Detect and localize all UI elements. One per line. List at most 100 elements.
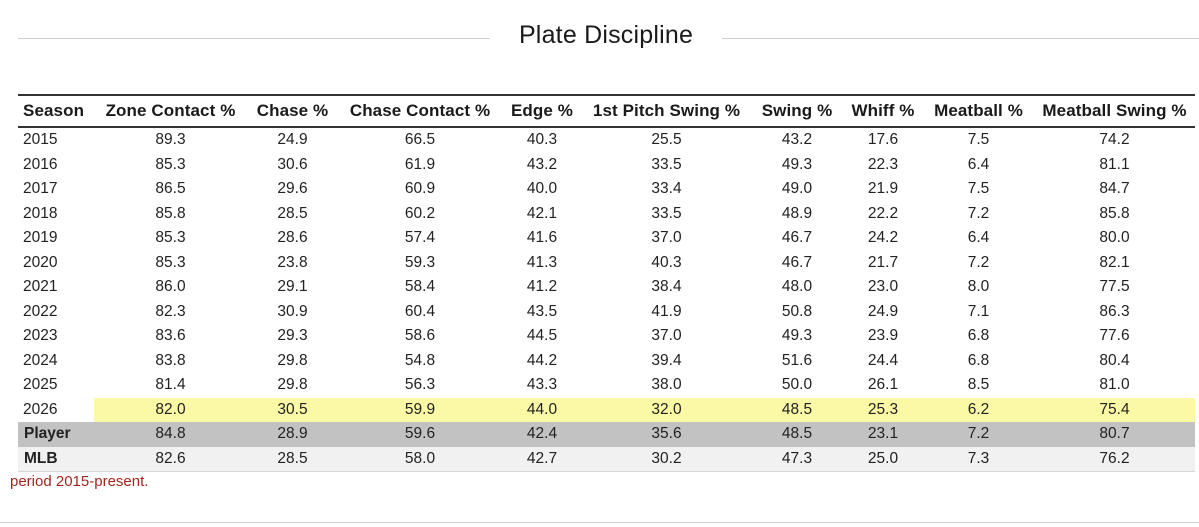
table-cell: 81.1 — [1099, 155, 1130, 173]
player-summary-row: Player 84.8 28.9 59.6 42.4 35.6 48.5 23.1 7.2 80.… — [18, 422, 1195, 447]
column-header[interactable]: Meatball Swing % — [1034, 94, 1195, 128]
row-label: Player — [18, 422, 94, 447]
table-cell: 58.0 — [338, 446, 502, 472]
table-cell: 85.3 — [155, 229, 186, 247]
column-header[interactable]: Meatball % — [923, 94, 1034, 128]
table-cell: 77.6 — [1099, 327, 1130, 345]
table-cell: 54.8 — [404, 351, 436, 369]
table-cell: 7.3 — [923, 446, 1034, 472]
table-cell: 24.9 — [867, 302, 899, 320]
table-cell: 75.4 — [1034, 397, 1195, 422]
table-cell: 7.2 — [923, 422, 1034, 447]
table-cell: 38.0 — [651, 376, 682, 394]
table-cell: 48.0 — [781, 278, 813, 296]
season-row: 2019 85.3 28.6 57.4 41.6 37.0 46.7 24.2 6.4 80.0 — [18, 226, 1195, 251]
column-header[interactable]: Edge % — [502, 94, 582, 128]
table-cell: 7.1 — [967, 302, 990, 320]
table-cell: 42.7 — [502, 446, 582, 472]
table-cell: 80.0 — [1099, 229, 1130, 247]
season-row: 2020 85.3 23.8 59.3 41.3 40.3 46.7 21.7 7.2 82.1 — [18, 251, 1195, 276]
row-label: 2026 — [18, 397, 94, 422]
row-label: 2022 — [23, 302, 58, 320]
section-title: Plate Discipline — [518, 21, 694, 49]
table-cell: 49.3 — [781, 327, 813, 345]
table-cell: 21.7 — [867, 253, 899, 271]
table-cell: 8.0 — [967, 278, 990, 296]
table-cell: 25.0 — [843, 446, 923, 472]
table-cell: 30.2 — [582, 446, 751, 472]
table-cell: 85.3 — [155, 253, 186, 271]
table-cell: 74.2 — [1099, 131, 1130, 149]
table-cell: 7.2 — [967, 253, 990, 271]
column-header[interactable]: Zone Contact % — [94, 94, 247, 128]
table-cell: 82.6 — [94, 446, 247, 472]
table-cell: 46.7 — [781, 253, 813, 271]
season-row: 2025 81.4 29.8 56.3 43.3 38.0 50.0 26.1 8.5 81.0 — [18, 373, 1195, 398]
table-cell: 84.8 — [94, 422, 247, 447]
table-cell: 25.5 — [651, 131, 682, 149]
table-cell: 77.5 — [1099, 278, 1130, 296]
table-cell: 86.3 — [1099, 302, 1130, 320]
table-cell: 58.4 — [404, 278, 436, 296]
season-row: 2024 83.8 29.8 54.8 44.2 39.4 51.6 24.4 6.8 80.4 — [18, 349, 1195, 374]
column-header[interactable]: Season — [18, 94, 94, 128]
column-header[interactable]: Chase % — [247, 94, 338, 128]
table-cell: 23.8 — [277, 253, 308, 271]
table-cell: 82.1 — [1099, 253, 1130, 271]
table-cell: 40.3 — [651, 253, 682, 271]
table-cell: 81.0 — [1099, 376, 1130, 394]
season-row: 2016 85.3 30.6 61.9 43.2 33.5 49.3 22.3 6.4 81.1 — [18, 153, 1195, 178]
table-cell: 43.2 — [526, 155, 558, 173]
table-cell: 85.8 — [155, 204, 186, 222]
row-label: 2016 — [23, 155, 58, 173]
column-header[interactable]: Chase Contact % — [338, 94, 502, 128]
table-cell: 66.5 — [404, 131, 436, 149]
table-cell: 44.2 — [526, 351, 558, 369]
table-cell: 83.6 — [155, 327, 186, 345]
table-cell: 48.5 — [751, 422, 843, 447]
table-cell: 41.9 — [651, 302, 682, 320]
table-cell: 61.9 — [404, 155, 436, 173]
section-header: Plate Discipline — [0, 18, 1199, 58]
season-row: 2021 86.0 29.1 58.4 41.2 38.4 48.0 23.0 8.0 77.5 — [18, 275, 1195, 300]
mlb-summary-row: MLB 82.6 28.5 58.0 42.7 30.2 47.3 25.0 7.3 76.2 — [18, 446, 1195, 472]
table-cell: 25.3 — [843, 397, 923, 422]
season-row: 2017 86.5 29.6 60.9 40.0 33.4 49.0 21.9 7.5 84.7 — [18, 177, 1195, 202]
column-header[interactable]: 1st Pitch Swing % — [582, 94, 751, 128]
table-cell: 49.0 — [781, 180, 813, 198]
table-cell: 44.5 — [526, 327, 558, 345]
table-cell: 44.0 — [502, 397, 582, 422]
table-cell: 59.3 — [404, 253, 436, 271]
row-label: 2021 — [23, 278, 58, 296]
table-cell: 22.2 — [867, 204, 899, 222]
table-cell: 56.3 — [404, 376, 436, 394]
table-cell: 76.2 — [1034, 446, 1195, 472]
table-cell: 24.4 — [867, 351, 899, 369]
table-cell: 33.5 — [651, 204, 682, 222]
row-label: 2019 — [23, 229, 58, 247]
table-cell: 42.4 — [502, 422, 582, 447]
bottom-divider — [0, 522, 1199, 523]
table-cell: 59.6 — [338, 422, 502, 447]
table-cell: 7.5 — [967, 131, 990, 149]
row-label: MLB — [18, 446, 94, 472]
table-cell: 60.4 — [404, 302, 436, 320]
table-cell: 85.3 — [155, 155, 186, 173]
season-row: 2026 82.0 30.5 59.9 44.0 32.0 48.5 25.3 6.2 75.4 — [18, 397, 1195, 422]
table-cell: 7.2 — [967, 204, 990, 222]
table-cell: 6.4 — [967, 155, 990, 173]
season-row: 2018 85.8 28.5 60.2 42.1 33.5 48.9 22.2 7.2 85.8 — [18, 202, 1195, 227]
table-cell: 59.9 — [338, 397, 502, 422]
table-cell: 42.1 — [526, 204, 558, 222]
table-cell: 6.2 — [923, 397, 1034, 422]
table-cell: 49.3 — [781, 155, 813, 173]
table-cell: 33.4 — [651, 180, 682, 198]
table-cell: 58.6 — [404, 327, 436, 345]
column-header[interactable]: Whiff % — [843, 94, 923, 128]
table-cell: 30.6 — [277, 155, 308, 173]
table-cell: 23.9 — [867, 327, 899, 345]
table-cell: 22.3 — [867, 155, 899, 173]
table-cell: 29.8 — [277, 351, 308, 369]
table-cell: 29.3 — [277, 327, 308, 345]
column-header[interactable]: Swing % — [751, 94, 843, 128]
